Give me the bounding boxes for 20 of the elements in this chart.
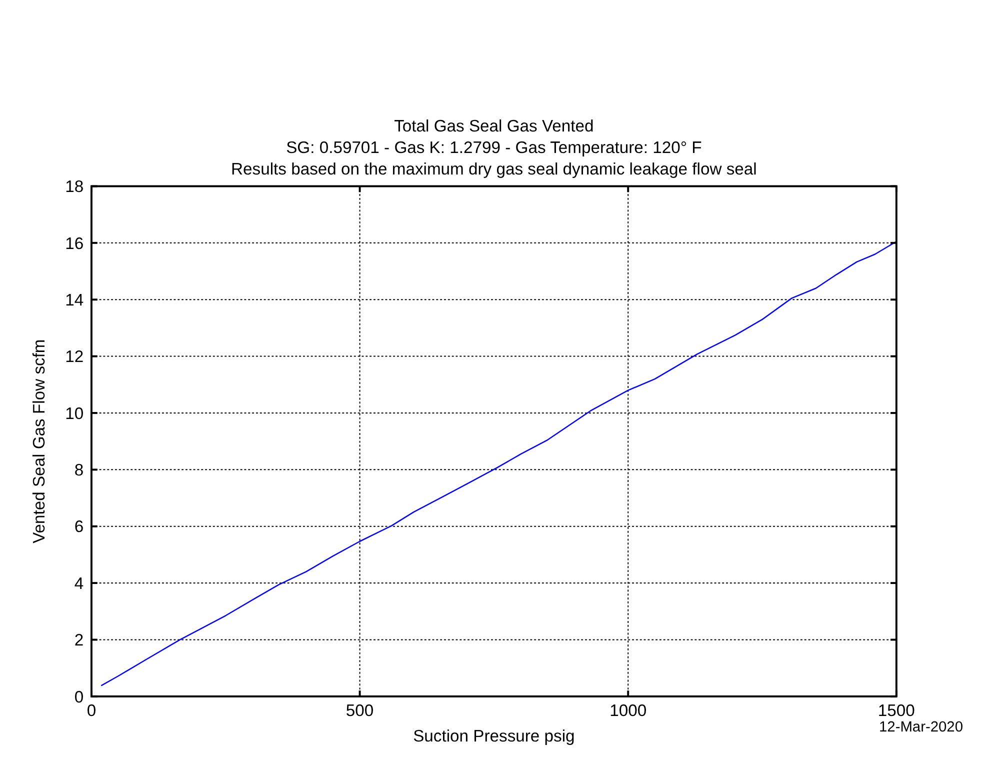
line-series <box>100 240 898 686</box>
y-axis-title: Vented Seal Gas Flow scfm <box>29 339 48 544</box>
x-tick-label: 500 <box>346 700 374 720</box>
x-axis-title: Suction Pressure psig <box>413 726 575 746</box>
x-tick-label: 0 <box>86 700 96 720</box>
text: 12-Mar-2020 <box>879 720 964 736</box>
chart-subtitle: SG: 0.59701 - Gas K: 1.2799 - Gas Temperature: 120° F Results based on the maximum dry gas seal dynamic leakage flow seal <box>231 138 757 178</box>
y-tick-label: 2 <box>74 630 84 650</box>
y-tick-label: 6 <box>74 517 84 536</box>
y-tick-label: 0 <box>74 687 84 706</box>
y-tick-label: 8 <box>74 460 84 480</box>
x-tick-label: 1000 <box>610 700 647 720</box>
y-tick-label: 4 <box>74 574 84 593</box>
y-tick-label: 16 <box>65 234 84 253</box>
y-tick-label: 12 <box>65 347 84 366</box>
y-tick-label: 14 <box>65 290 84 310</box>
y-tick-label: 18 <box>65 177 84 196</box>
y-tick-label: 10 <box>65 404 84 423</box>
x-tick-label: 1500 <box>878 700 915 720</box>
chart-title: Total Gas Seal Gas Vented <box>394 116 594 136</box>
